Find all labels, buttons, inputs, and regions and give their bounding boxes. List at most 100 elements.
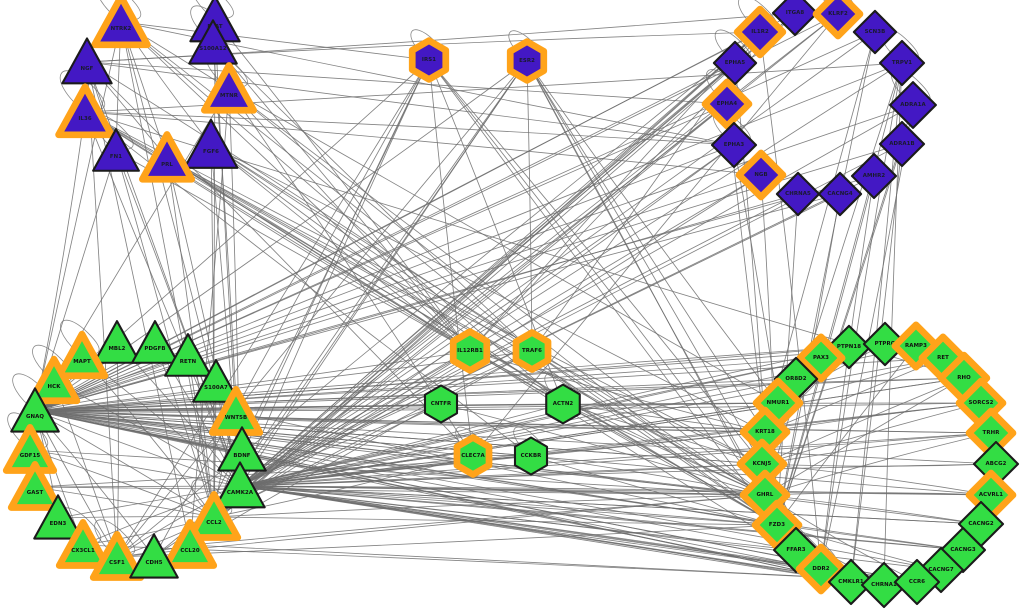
- edge: [761, 463, 992, 496]
- edge: [214, 19, 471, 352]
- edge: [759, 31, 822, 570]
- edge: [189, 350, 533, 546]
- edge: [34, 410, 885, 586]
- edge: [562, 403, 766, 496]
- graph-node-mtnr[interactable]: MTNR: [201, 61, 257, 117]
- graph-node-irs1[interactable]: IRS1: [407, 37, 451, 83]
- edge: [239, 432, 992, 487]
- graph-node-cacng4[interactable]: CACNG4: [816, 170, 864, 218]
- edge: [239, 431, 766, 487]
- edge: [34, 111, 86, 412]
- edge: [34, 174, 762, 412]
- edge: [34, 410, 763, 465]
- edge: [239, 485, 964, 551]
- edge: [34, 144, 735, 412]
- edge: [761, 402, 982, 465]
- edge: [57, 516, 215, 519]
- edge: [116, 59, 430, 558]
- edge: [239, 350, 533, 487]
- edge: [34, 410, 992, 434]
- edge: [34, 402, 982, 412]
- graph-node-chrna5[interactable]: CHRNA5: [774, 170, 822, 218]
- graph-node-fn1[interactable]: FN1: [90, 125, 142, 177]
- edge: [764, 494, 982, 525]
- graph-node-il12rb1[interactable]: IL12RB1: [448, 328, 492, 374]
- edge: [850, 143, 903, 583]
- edge: [764, 432, 992, 496]
- edge: [213, 13, 839, 518]
- edge: [34, 410, 982, 525]
- edge: [776, 31, 876, 526]
- edge: [239, 378, 797, 487]
- graph-node-cckbr[interactable]: CCKBR: [510, 435, 552, 477]
- edge: [34, 410, 215, 518]
- edge: [764, 377, 965, 496]
- edge: [29, 449, 241, 487]
- graph-node-esr2[interactable]: ESR2: [505, 38, 549, 84]
- edge: [86, 61, 533, 352]
- edge: [84, 111, 735, 146]
- graph-node-cdh5[interactable]: CDH5: [127, 530, 181, 584]
- edge: [239, 103, 728, 487]
- edge: [116, 342, 119, 558]
- edge: [428, 59, 766, 496]
- edge: [239, 357, 944, 487]
- edge: [34, 402, 982, 412]
- edge: [239, 485, 982, 525]
- edge: [526, 60, 779, 404]
- edge: [239, 485, 852, 583]
- edge: [34, 175, 875, 412]
- edge: [213, 62, 736, 518]
- edge: [760, 174, 778, 526]
- edge: [239, 350, 471, 487]
- edge: [34, 350, 471, 412]
- edge: [57, 485, 241, 519]
- edge: [820, 62, 903, 570]
- edge: [29, 449, 215, 518]
- edge: [115, 150, 241, 487]
- edge: [120, 21, 215, 518]
- edge: [53, 380, 241, 487]
- edge: [440, 403, 766, 496]
- edge: [764, 492, 992, 496]
- edge: [776, 62, 903, 526]
- edge: [116, 494, 766, 558]
- edge: [84, 111, 532, 457]
- graph-node-actn2[interactable]: ACTN2: [541, 382, 585, 426]
- edge: [239, 485, 778, 526]
- edge: [239, 403, 442, 487]
- edge: [239, 104, 914, 487]
- edge: [562, 403, 778, 526]
- graph-node-cntfr[interactable]: CNTFR: [420, 383, 462, 425]
- edge: [166, 157, 215, 518]
- edge: [764, 402, 982, 433]
- edge: [239, 485, 964, 551]
- edge: [239, 432, 992, 487]
- edge: [469, 350, 766, 496]
- edge: [562, 403, 763, 465]
- edge: [166, 157, 241, 487]
- edge: [34, 381, 217, 412]
- edge: [472, 13, 839, 457]
- edge: [776, 193, 799, 526]
- edge: [86, 61, 728, 105]
- edge: [84, 111, 762, 176]
- edge: [761, 463, 997, 467]
- edge: [34, 103, 728, 412]
- graph-node-prl[interactable]: PRL: [139, 130, 196, 186]
- edge: [86, 61, 735, 146]
- edge: [526, 60, 533, 352]
- edge: [530, 455, 766, 496]
- edge: [34, 486, 215, 518]
- edge: [34, 410, 766, 433]
- edge: [34, 343, 886, 412]
- edge: [469, 350, 766, 433]
- graph-node-traf6[interactable]: TRAF6: [511, 329, 553, 373]
- edge: [239, 62, 903, 487]
- edge: [428, 59, 778, 526]
- edge: [34, 410, 992, 496]
- graph-node-clec7a[interactable]: CLEC7A: [452, 434, 494, 478]
- edge: [34, 377, 965, 412]
- edge: [116, 31, 761, 558]
